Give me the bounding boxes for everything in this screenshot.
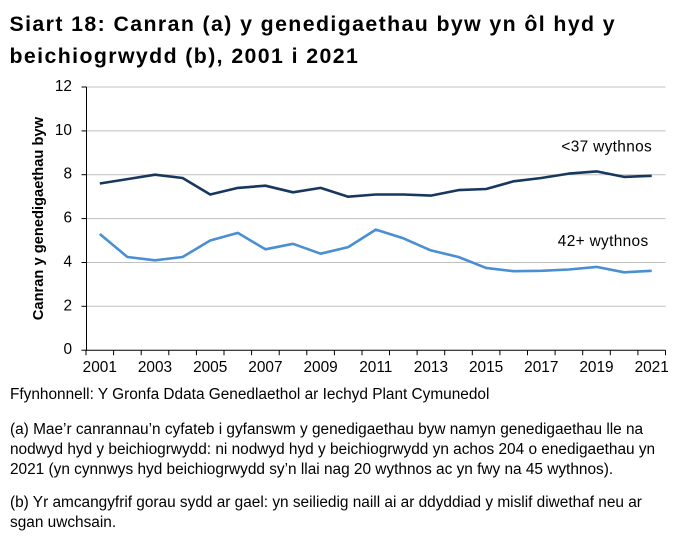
- svg-text:2007: 2007: [248, 359, 282, 376]
- svg-text:2003: 2003: [138, 359, 172, 376]
- svg-text:0: 0: [63, 341, 72, 358]
- svg-text:8: 8: [63, 166, 72, 183]
- svg-text:2005: 2005: [193, 359, 227, 376]
- svg-text:2009: 2009: [303, 359, 337, 376]
- svg-text:2011: 2011: [359, 359, 392, 376]
- svg-text:2021: 2021: [635, 359, 669, 376]
- svg-text:2017: 2017: [524, 359, 558, 376]
- svg-text:42+ wythnos: 42+ wythnos: [558, 233, 649, 250]
- svg-text:6: 6: [63, 210, 72, 227]
- svg-text:<37 wythnos: <37 wythnos: [561, 138, 652, 155]
- svg-text:2019: 2019: [579, 359, 613, 376]
- svg-text:2001: 2001: [83, 359, 117, 376]
- svg-text:4: 4: [63, 254, 72, 271]
- svg-text:2013: 2013: [414, 359, 448, 376]
- svg-text:12: 12: [55, 78, 72, 95]
- svg-text:2015: 2015: [469, 359, 503, 376]
- svg-text:Canran y genedigaethau byw: Canran y genedigaethau byw: [31, 116, 47, 320]
- svg-text:2: 2: [63, 297, 72, 314]
- svg-text:10: 10: [55, 122, 72, 139]
